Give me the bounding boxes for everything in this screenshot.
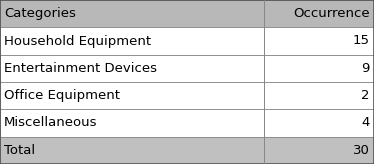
Bar xyxy=(0,0,264,27)
Text: Household Equipment: Household Equipment xyxy=(4,34,151,48)
Text: 4: 4 xyxy=(362,116,370,130)
Bar xyxy=(264,109,374,137)
Bar xyxy=(264,137,374,164)
Text: Entertainment Devices: Entertainment Devices xyxy=(4,62,157,75)
Text: Categories: Categories xyxy=(4,7,76,20)
Bar xyxy=(0,137,264,164)
Bar xyxy=(264,0,374,27)
Text: 15: 15 xyxy=(353,34,370,48)
Bar xyxy=(0,109,264,137)
Bar xyxy=(0,55,264,82)
Bar xyxy=(0,82,264,109)
Text: 2: 2 xyxy=(362,89,370,102)
Text: Total: Total xyxy=(4,144,35,157)
Text: Occurrence: Occurrence xyxy=(293,7,370,20)
Text: Miscellaneous: Miscellaneous xyxy=(4,116,98,130)
Text: 30: 30 xyxy=(353,144,370,157)
Bar xyxy=(264,27,374,55)
Text: Office Equipment: Office Equipment xyxy=(4,89,120,102)
Bar xyxy=(264,82,374,109)
Bar xyxy=(264,55,374,82)
Bar xyxy=(0,27,264,55)
Text: 9: 9 xyxy=(362,62,370,75)
